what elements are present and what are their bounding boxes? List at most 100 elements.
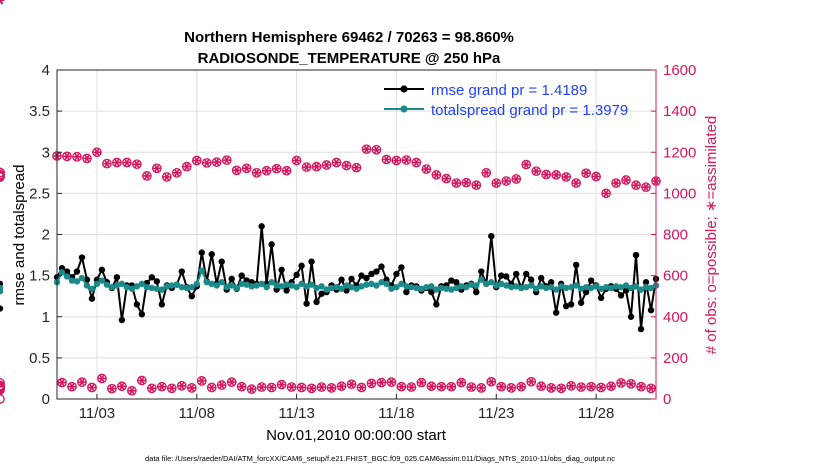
asterisk-stroke xyxy=(443,174,450,183)
asterisk-stroke xyxy=(228,377,235,387)
asterisk-stroke xyxy=(283,166,290,176)
asterisk-stroke xyxy=(573,178,580,188)
asterisk-stroke xyxy=(453,178,460,188)
obs-assimilated-marker xyxy=(127,386,137,396)
totalspread-marker xyxy=(158,286,166,293)
totalspread-marker xyxy=(637,286,645,293)
totalspread-marker xyxy=(438,284,445,292)
obs-assimilated-marker xyxy=(152,164,162,173)
totalspread-marker xyxy=(293,283,300,291)
asterisk-stroke xyxy=(273,164,280,173)
asterisk-stroke xyxy=(198,376,205,386)
asterisk-stroke xyxy=(568,381,575,391)
obs-assimilated-marker xyxy=(172,168,182,178)
asterisk-stroke xyxy=(528,377,535,386)
y-tick-label-right: 0 xyxy=(663,391,671,408)
obs-assimilated-marker xyxy=(117,382,127,391)
data-layer xyxy=(0,0,661,404)
obs-possible-marker xyxy=(0,171,5,182)
rmse-marker xyxy=(562,302,570,310)
rmse-marker xyxy=(582,288,590,296)
obs-assimilated-marker xyxy=(377,378,386,387)
totalspread-marker xyxy=(617,283,625,291)
totalspread-marker xyxy=(148,284,156,292)
obs-assimilated-marker xyxy=(162,172,172,182)
obs-assimilated-marker xyxy=(187,383,197,393)
asterisk-stroke xyxy=(323,160,330,170)
asterisk-stroke xyxy=(343,161,350,170)
rmse-marker xyxy=(303,300,310,307)
totalspread-marker xyxy=(448,286,455,293)
datafile-footer: data file: /Users/raeder/DAI/ATM_forcXX/… xyxy=(145,454,615,463)
totalspread-marker xyxy=(123,283,131,291)
asterisk-stroke xyxy=(613,178,620,188)
rmse-marker xyxy=(368,270,375,278)
asterisk-stroke xyxy=(268,383,275,392)
asterisk-stroke xyxy=(508,383,515,393)
rmse-marker xyxy=(158,301,166,308)
asterisk-stroke xyxy=(173,168,180,178)
totalspread-marker xyxy=(358,283,365,290)
obs-assimilated-marker xyxy=(401,155,411,165)
obs-assimilated-marker xyxy=(382,155,391,164)
obs-assimilated-marker xyxy=(466,382,476,392)
totalspread-marker xyxy=(582,283,590,291)
obs-assimilated-marker xyxy=(576,382,586,392)
totalspread-marker xyxy=(118,280,126,288)
asterisk-stroke xyxy=(598,383,605,392)
rmse-marker xyxy=(283,287,290,294)
asterisk-stroke xyxy=(333,158,340,167)
rmse-marker xyxy=(473,288,480,296)
asterisk-stroke xyxy=(0,0,3,5)
asterisk-stroke xyxy=(113,158,120,167)
asterisk-stroke xyxy=(59,378,65,387)
totalspread-marker xyxy=(428,283,435,290)
rmse-marker xyxy=(73,268,81,275)
asterisk-stroke xyxy=(123,158,130,167)
asterisk-stroke xyxy=(88,383,95,392)
totalspread-marker xyxy=(408,283,415,291)
asterisk-stroke xyxy=(533,166,540,176)
asterisk-stroke xyxy=(378,378,385,387)
obs-assimilated-marker xyxy=(282,166,292,176)
totalspread-marker xyxy=(523,283,530,291)
legend: rmse grand pr = 1.4189 totalspread grand… xyxy=(384,82,628,119)
asterisk-stroke xyxy=(553,170,560,180)
totalspread-marker xyxy=(333,283,340,291)
obs-possible-marker xyxy=(0,385,5,395)
totalspread-marker xyxy=(83,282,91,289)
obs-assimilated-marker xyxy=(496,382,506,391)
rmse-marker xyxy=(278,266,285,274)
obs-possible-marker xyxy=(0,394,5,404)
obs-assimilated-marker xyxy=(142,171,152,181)
asterisk-stroke xyxy=(233,166,240,175)
asterisk-stroke xyxy=(148,384,155,393)
asterisk-stroke xyxy=(79,377,85,387)
asterisk-stroke xyxy=(543,170,550,179)
obs-assimilated-marker xyxy=(307,384,317,393)
rmse-marker xyxy=(338,276,345,283)
obs-assimilated-marker xyxy=(62,152,72,161)
asterisk-stroke xyxy=(393,156,400,165)
obs-assimilated-marker xyxy=(222,155,232,165)
asterisk-stroke xyxy=(548,383,555,393)
asterisk-stroke xyxy=(413,158,420,167)
x-tick-label: 11/13 xyxy=(278,405,314,422)
obs-assimilated-marker xyxy=(456,378,466,387)
y-tick-label-left: 3.5 xyxy=(29,103,50,120)
totalspread-marker xyxy=(273,282,280,289)
obs-assimilated-marker xyxy=(197,376,207,386)
asterisk-stroke xyxy=(163,172,170,182)
asterisk-stroke xyxy=(418,378,425,387)
obs-assimilated-marker xyxy=(461,178,471,187)
totalspread-marker xyxy=(373,282,380,289)
asterisk-stroke xyxy=(263,166,270,176)
legend-rmse-label: rmse grand pr = 1.4189 xyxy=(431,82,587,99)
rmse-marker xyxy=(218,258,225,265)
asterisk-stroke xyxy=(588,382,595,391)
asterisk-stroke xyxy=(583,168,590,178)
obs-assimilated-marker xyxy=(476,383,486,393)
totalspread-marker xyxy=(413,284,420,292)
asterisk-stroke xyxy=(293,156,300,165)
asterisk-stroke xyxy=(433,170,440,180)
